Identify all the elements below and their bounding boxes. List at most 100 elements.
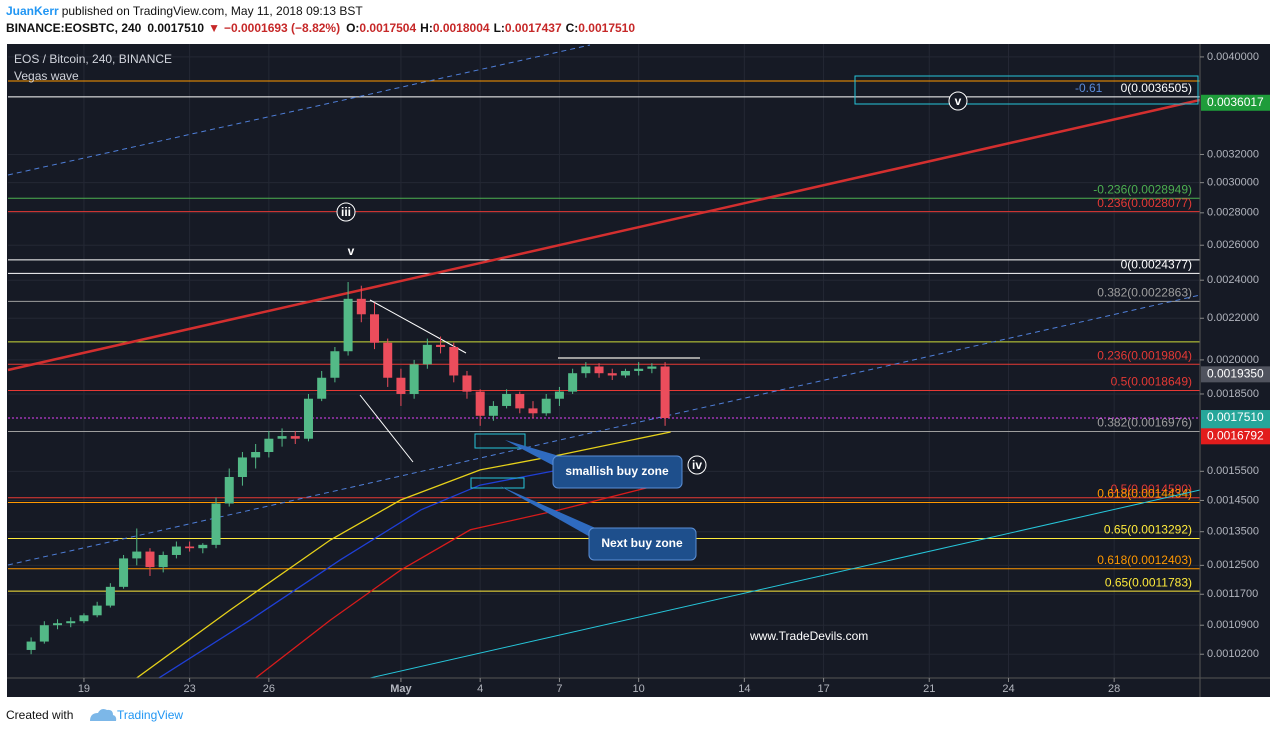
wave-marker [687, 455, 707, 475]
candle-body [171, 546, 181, 555]
y-tick-label: 0.0012500 [1207, 559, 1259, 571]
channel-line [7, 294, 1200, 566]
level-label: 0.382(0.0016976) [1097, 416, 1192, 430]
candle-body [607, 373, 617, 376]
wave-label: iii [341, 205, 351, 219]
y-tick-label: 0.0010900 [1207, 619, 1259, 631]
candle-body [145, 551, 155, 568]
candle-body [317, 377, 327, 399]
level-label: 0.65(0.0013292) [1104, 523, 1192, 537]
candle-body [581, 366, 591, 374]
candle-body [303, 398, 313, 439]
buy-zone-box [470, 477, 525, 489]
candle-body [39, 625, 49, 642]
wave-label: v [955, 94, 962, 108]
y-tick-label: 0.0015500 [1207, 465, 1259, 477]
wave-label: iv [692, 458, 702, 472]
moving-average [254, 481, 671, 678]
candle-body [224, 476, 234, 504]
level-label: 0.618(0.0014434) [1097, 487, 1192, 501]
candle-body [620, 370, 630, 376]
y-tick-label: 0.0020000 [1207, 354, 1259, 366]
price-tag-label: 0.0019350 [1207, 367, 1264, 381]
footer-text: Created with [6, 708, 73, 722]
support-line [369, 489, 1200, 678]
candle-body [79, 615, 89, 622]
buy-zone-box [474, 433, 526, 449]
candle-body [634, 368, 644, 371]
ohlc-key: C: [566, 21, 579, 35]
candle-body [488, 405, 498, 416]
footer-brand[interactable]: TradingView [117, 708, 183, 722]
candle-body [343, 298, 353, 352]
callout [588, 527, 697, 561]
change: −0.0001693 (−8.82%) [224, 21, 340, 35]
candle-body [158, 554, 168, 568]
candle-body [409, 364, 419, 394]
x-tick-label: 28 [1108, 683, 1120, 695]
candle-body [92, 605, 102, 616]
target-box [854, 75, 1199, 105]
level-label: 0(0.0024377) [1121, 258, 1192, 272]
level-label: 0.5(0.0014590) [1111, 482, 1192, 496]
moving-average [157, 469, 560, 678]
candle-body [251, 452, 261, 458]
wedge-line [369, 299, 467, 354]
header-line: JuanKerr published on TradingView.com, Ma… [6, 4, 363, 18]
indicator-name: Vegas wave [14, 69, 79, 83]
candle-body [436, 344, 446, 347]
wave-marker [948, 91, 968, 111]
candle-body [53, 623, 63, 626]
x-tick-label: 10 [633, 683, 645, 695]
symbol-line: BINANCE:EOSBTC, 240 0.0017510 ▼ −0.0001693 … [6, 21, 635, 35]
watermark: www.TradeDevils.com [749, 629, 868, 643]
x-tick-label: 14 [738, 683, 750, 695]
y-tick-label: 0.0040000 [1207, 51, 1259, 63]
candle-body [383, 342, 393, 378]
y-tick-label: 0.0024000 [1207, 274, 1259, 286]
y-tick-label: 0.0011700 [1207, 588, 1258, 600]
price-tag [1201, 94, 1270, 111]
ohlc-value: 0.0018004 [433, 21, 490, 35]
candle-body [185, 546, 195, 549]
candle-body [515, 393, 525, 409]
y-tick-label: 0.0018500 [1207, 388, 1259, 400]
candle-body [475, 391, 485, 416]
annotations: EOS / Bitcoin, 240, BINANCE Vegas wave i… [14, 52, 1103, 643]
ohlc-value: 0.0017510 [578, 21, 635, 35]
x-tick-label: 23 [183, 683, 195, 695]
level-label: 0.382(0.0022863) [1097, 286, 1192, 300]
candle-body [105, 586, 115, 606]
level-label: 0.5(0.0018649) [1111, 375, 1192, 389]
level-label: 0.236(0.0028077) [1097, 196, 1192, 210]
published: published on TradingView.com, May 11, 20… [62, 4, 364, 18]
level-label: 0.65(0.0011783) [1105, 575, 1192, 589]
candle-body [330, 351, 340, 378]
fib-label: -0.61 [1075, 81, 1103, 95]
candle-body [554, 391, 564, 399]
price-tag-label: 0.0036017 [1207, 95, 1264, 109]
wave-marker [336, 202, 356, 222]
author[interactable]: JuanKerr [6, 4, 59, 18]
ohlc-key: O: [346, 21, 359, 35]
candle-body [356, 298, 366, 315]
candle-body [198, 544, 208, 549]
y-tick-label: 0.0032000 [1207, 148, 1259, 160]
wedge-line [359, 394, 414, 463]
ohlc-value: 0.0017437 [505, 21, 562, 35]
x-tick-label: 24 [1002, 683, 1014, 695]
candle-body [211, 503, 221, 545]
candle-body [594, 366, 604, 374]
candle-body [568, 373, 578, 392]
candle-body [528, 408, 538, 414]
price-tag [1201, 366, 1270, 383]
candle-body [541, 398, 551, 414]
candle-body [422, 344, 432, 365]
candle-body [502, 393, 512, 406]
channel-line [7, 44, 591, 176]
candle-body [660, 366, 670, 419]
candle-body [462, 375, 472, 392]
callout [552, 455, 683, 489]
y-tick-label: 0.0014500 [1207, 494, 1259, 506]
